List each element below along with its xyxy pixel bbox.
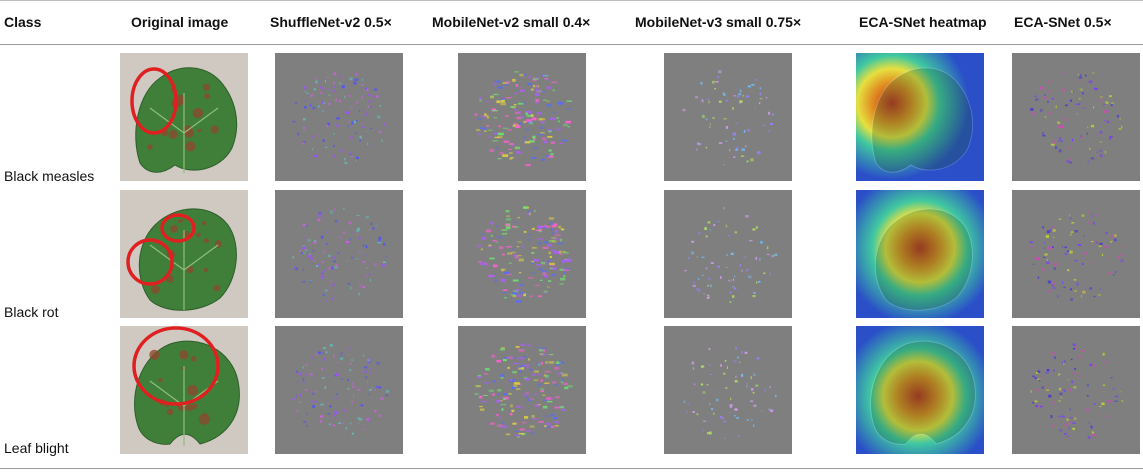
leaf-blight-eca-heatmap	[856, 326, 984, 454]
leaf-blight-mobilenet-v2-map	[458, 326, 586, 454]
black-rot-eca-snet-map	[1012, 190, 1140, 318]
leaf-blight-shufflenet-map	[275, 326, 403, 454]
black-rot-mobilenet-v2-map	[458, 190, 586, 318]
header-shufflenet: ShuffleNet-v2 0.5×	[270, 14, 392, 30]
table-top-rule	[0, 0, 1143, 1]
black-measles-mobilenet-v2-map	[458, 53, 586, 181]
black-rot-shufflenet-map	[275, 190, 403, 318]
header-mobilenet-v2: MobileNet-v2 small 0.4×	[432, 14, 591, 30]
row-label-leaf-blight: Leaf blight	[4, 440, 69, 456]
black-measles-eca-snet-map	[1012, 53, 1140, 181]
header-class: Class	[4, 14, 42, 30]
table-bottom-rule	[0, 468, 1143, 469]
leaf-blight-mobilenet-v3-map	[664, 326, 792, 454]
header-mobilenet-v3: MobileNet-v3 small 0.75×	[635, 14, 802, 30]
row-label-black-rot: Black rot	[4, 304, 59, 320]
leaf-blight-original-image	[120, 326, 248, 454]
black-measles-mobilenet-v3-map	[664, 53, 792, 181]
header-rule	[0, 44, 1143, 45]
header-eca-snet: ECA-SNet 0.5×	[1014, 14, 1112, 30]
black-rot-eca-heatmap	[856, 190, 984, 318]
black-measles-shufflenet-map	[275, 53, 403, 181]
leaf-blight-eca-snet-map	[1012, 326, 1140, 454]
black-measles-original-image	[120, 53, 248, 181]
black-rot-original-image	[120, 190, 248, 318]
black-measles-eca-heatmap	[856, 53, 984, 181]
header-original-image: Original image	[131, 14, 229, 30]
header-eca-heatmap: ECA-SNet heatmap	[859, 14, 987, 30]
row-label-black-measles: Black measles	[4, 168, 95, 184]
black-rot-mobilenet-v3-map	[664, 190, 792, 318]
